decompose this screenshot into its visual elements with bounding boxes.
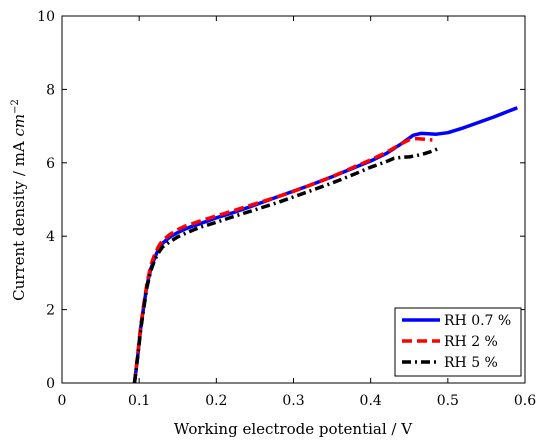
y-axis-label-unit: cm <box>10 114 28 137</box>
y-axis-label: Current density / mA cm−2 <box>10 99 28 301</box>
x-tick-label: 0.3 <box>282 393 304 409</box>
x-tick-label: 0.6 <box>514 393 536 409</box>
series-line-2 <box>132 147 439 384</box>
x-tick-label: 0.5 <box>437 393 459 409</box>
y-tick-label: 4 <box>46 229 55 245</box>
x-tick-label: 0 <box>58 393 67 409</box>
y-tick-label: 10 <box>37 9 55 25</box>
x-axis-label: Working electrode potential / V <box>174 420 413 438</box>
legend-label-0: RH 0.7 % <box>444 313 511 329</box>
legend-label-1: RH 2 % <box>444 334 498 350</box>
y-axis-label-exponent: −2 <box>10 99 21 114</box>
y-tick-label: 8 <box>46 82 55 98</box>
tick-layer: 0 0.1 0.2 0.3 0.4 0.5 0.6 0 2 4 6 8 10 <box>37 9 536 409</box>
legend: RH 0.7 % RH 2 % RH 5 % <box>394 307 522 377</box>
x-tick-label: 0.4 <box>360 393 382 409</box>
y-tick-label: 0 <box>46 376 55 392</box>
y-axis-label-prefix: Current density / mA <box>10 137 28 301</box>
series-layer <box>132 106 518 384</box>
legend-label-2: RH 5 % <box>444 355 498 371</box>
y-tick-label: 6 <box>46 156 55 172</box>
y-tick-label: 2 <box>46 303 55 319</box>
x-tick-label: 0.1 <box>128 393 150 409</box>
series-line-1 <box>132 136 433 384</box>
x-tick-label: 0.2 <box>205 393 227 409</box>
